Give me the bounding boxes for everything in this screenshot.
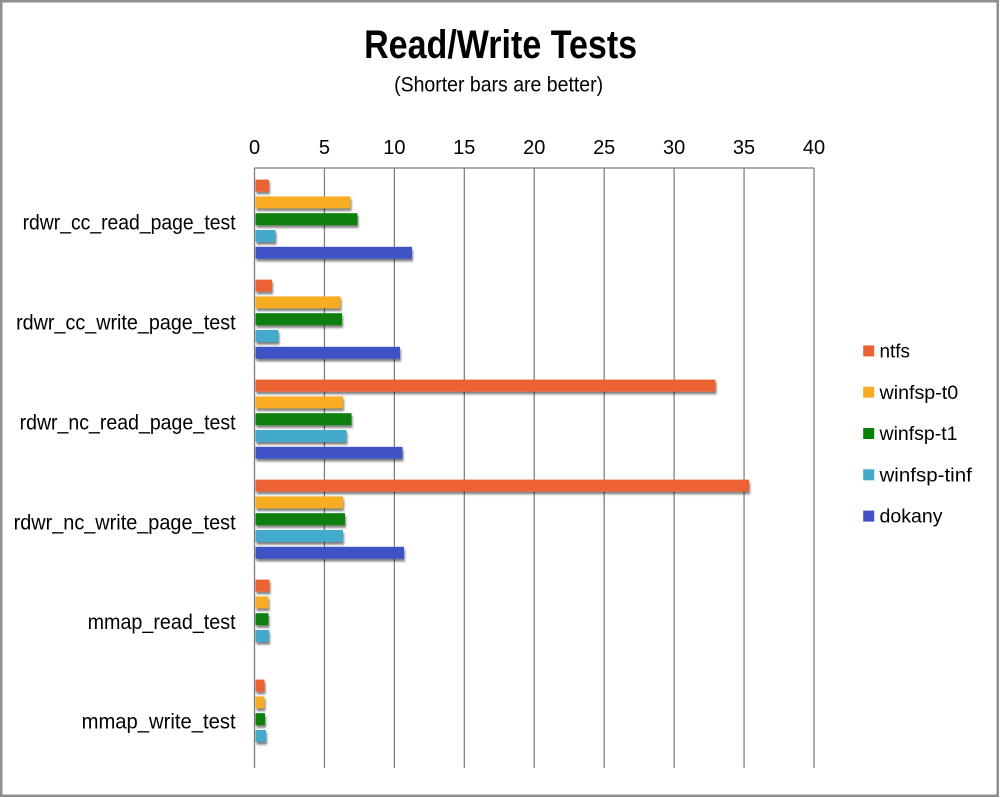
- svg-text:rdwr_cc_write_page_test: rdwr_cc_write_page_test: [16, 311, 236, 334]
- svg-text:25: 25: [593, 137, 615, 159]
- svg-text:30: 30: [663, 137, 685, 159]
- svg-text:rdwr_nc_write_page_test: rdwr_nc_write_page_test: [14, 511, 236, 534]
- svg-text:rdwr_cc_read_page_test: rdwr_cc_read_page_test: [23, 211, 236, 234]
- svg-text:winfsp-t1: winfsp-t1: [878, 424, 957, 445]
- svg-text:5: 5: [319, 137, 330, 159]
- svg-text:40: 40: [803, 137, 825, 159]
- svg-text:10: 10: [383, 137, 405, 159]
- svg-text:winfsp-tinf: winfsp-tinf: [878, 465, 972, 486]
- svg-text:mmap_write_test: mmap_write_test: [82, 711, 236, 734]
- svg-text:0: 0: [249, 137, 260, 159]
- svg-text:35: 35: [733, 137, 755, 159]
- svg-text:15: 15: [453, 137, 475, 159]
- svg-text:winfsp-t0: winfsp-t0: [878, 383, 958, 404]
- svg-text:dokany: dokany: [880, 507, 944, 528]
- svg-text:(Shorter bars are better): (Shorter bars are better): [394, 74, 603, 97]
- svg-text:mmap_read_test: mmap_read_test: [88, 611, 236, 634]
- svg-text:Read/Write Tests: Read/Write Tests: [364, 23, 637, 67]
- svg-text:ntfs: ntfs: [880, 342, 911, 363]
- svg-text:rdwr_nc_read_page_test: rdwr_nc_read_page_test: [20, 411, 236, 434]
- svg-text:20: 20: [523, 137, 545, 159]
